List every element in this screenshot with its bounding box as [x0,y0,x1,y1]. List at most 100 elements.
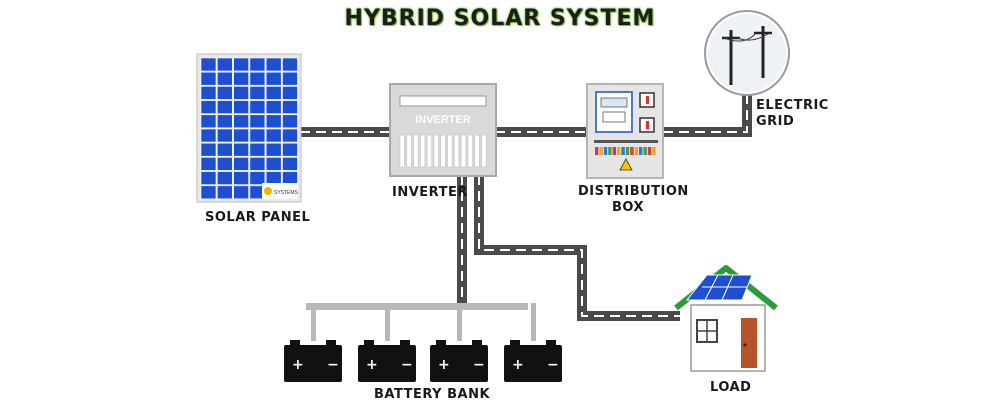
solar-cell [200,57,217,72]
solar-cell [265,171,282,185]
battery-minus-sign: − [401,357,413,373]
inverter-vent [454,134,460,168]
solar-cell [233,128,249,143]
solar-cell [265,71,282,86]
label-distribution-box: DISTRIBUTION BOX [578,184,689,216]
distribution-box-icon [586,83,664,179]
solar-cell [217,185,233,200]
solar-cell [200,114,217,129]
inverter-vent [474,134,480,168]
solar-cell [200,128,217,143]
solar-cell [200,142,217,157]
solar-cell [282,100,298,114]
solar-cell [217,71,233,86]
solar-cell [217,142,233,157]
breaker [639,147,643,155]
inverter-vent [467,134,473,168]
solar-cell [249,171,266,185]
solar-cell [200,171,217,185]
label-electric-grid: ELECTRIC GRID [756,98,829,130]
solar-cell [282,142,298,157]
breaker [617,147,621,155]
battery-plus-sign: + [366,357,378,373]
battery-minus-sign: − [473,357,485,373]
solar-cell [233,57,249,72]
solar-cell [265,114,282,129]
battery-icon: + − [430,303,488,382]
battery-plus-sign: + [438,357,450,373]
breaker [625,147,630,155]
solar-cell [233,71,249,86]
inverter-box-text: INVERTER [415,114,471,126]
solar-cell [233,114,249,129]
solar-cell [200,86,217,100]
solar-cell [233,171,249,185]
label-solar-panel: SOLAR PANEL [205,210,311,225]
solar-cell [265,100,282,114]
solar-cell [233,86,249,100]
cable-panel-inverter [300,127,392,137]
label-battery-bank: BATTERY BANK [374,387,491,402]
breaker [621,147,625,155]
inverter-vent [447,134,453,168]
inverter-icon: INVERTER [389,83,497,177]
solar-cell [217,114,233,129]
solar-cell [217,57,233,72]
solar-cell [249,57,266,72]
diagram-title: HYBRID SOLAR SYSTEM [344,6,656,31]
solar-cell [233,142,249,157]
label-load: LOAD [710,380,752,395]
label-distribution-line1: DISTRIBUTION [578,184,689,199]
solar-cell [265,142,282,157]
solar-cell [282,157,298,171]
solar-panel-icon: SYSTEMS [196,53,302,203]
breaker [603,147,608,155]
solar-cell [249,128,266,143]
solar-cell [282,57,298,72]
inverter-vent [406,134,412,168]
cable-distribution-grid [663,95,752,137]
house-icon [674,265,778,372]
electric-grid-icon [704,10,790,96]
solar-cell [265,128,282,143]
solar-cell [249,71,266,86]
breaker [643,147,647,155]
solar-cell [249,86,266,100]
panel-brand-text: SYSTEMS [274,190,299,196]
battery-minus-sign: − [327,357,339,373]
solar-cell [282,171,298,185]
battery-icon: + − [504,303,562,382]
solar-cell [265,86,282,100]
breaker [612,147,616,155]
solar-cell [217,128,233,143]
breaker [634,147,638,155]
battery-plus-sign: + [292,357,304,373]
breaker [595,147,599,155]
label-inverter: INVERTER [392,185,468,200]
breaker [630,147,634,155]
battery-icon: + − [284,303,342,382]
solar-cell [249,142,266,157]
inverter-vent [481,134,487,168]
solar-cell [217,171,233,185]
solar-cell [233,100,249,114]
inverter-vent [420,134,426,168]
breaker [608,147,612,155]
solar-cell [265,157,282,171]
solar-cell [249,114,266,129]
solar-cell [233,157,249,171]
solar-cell [249,157,266,171]
solar-cell [217,100,233,114]
label-distribution-line2: BOX [611,200,645,215]
breaker [647,147,652,155]
solar-cell [282,71,298,86]
inverter-vent [413,134,419,168]
battery-icon: + − [358,303,416,382]
battery-minus-sign: − [547,357,559,373]
solar-cell [265,57,282,72]
cable-inverter-load [474,175,680,321]
inverter-vent [426,134,432,168]
battery-bank-icon: + − + − + − + − [284,303,562,382]
solar-cell [249,100,266,114]
